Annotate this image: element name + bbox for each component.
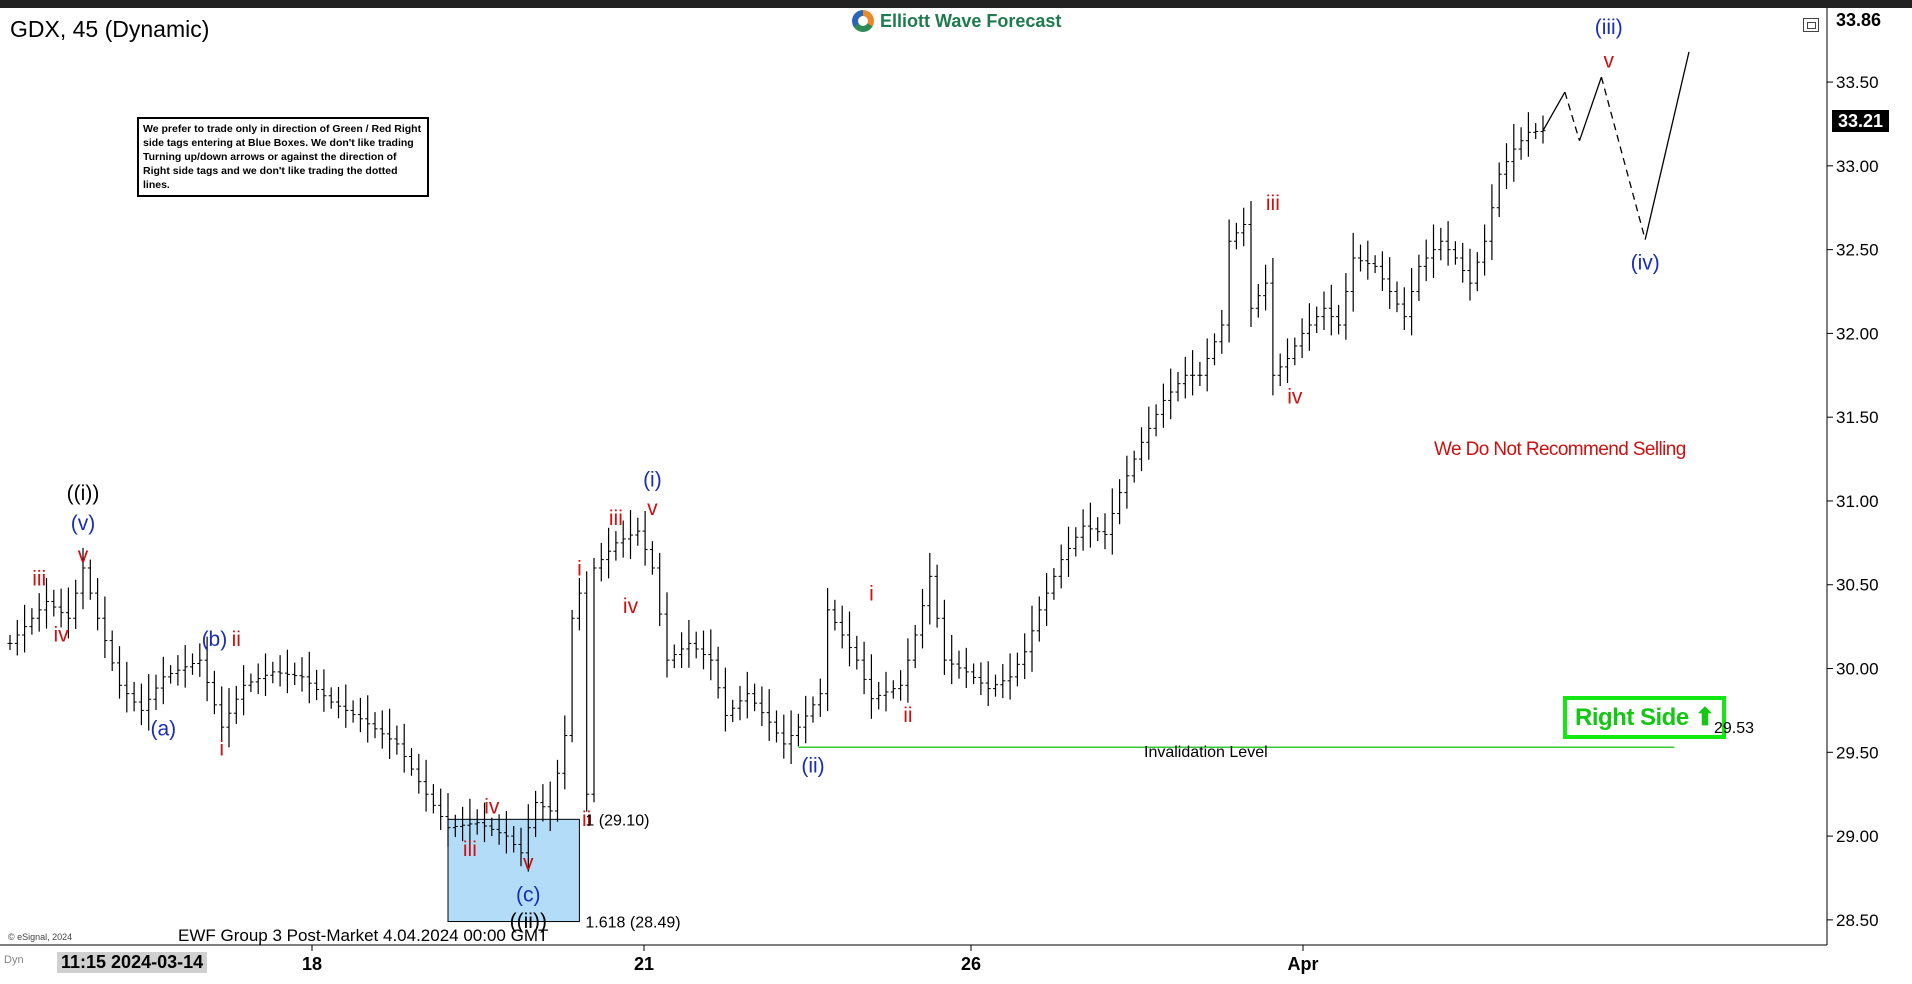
y-tick-label: 32.00 xyxy=(1836,324,1879,343)
y-tick-label: 33.50 xyxy=(1836,73,1879,92)
wave-label: (iv) xyxy=(1631,252,1660,275)
y-tick-label: 33.00 xyxy=(1836,157,1879,176)
arrow-up-icon: ⬆ xyxy=(1694,704,1715,731)
wave-label: i xyxy=(869,583,874,606)
wave-label: (b) xyxy=(202,628,228,651)
wave-label: iii xyxy=(32,567,46,590)
y-tick-label: 29.50 xyxy=(1836,743,1879,762)
wave-label: i xyxy=(219,738,224,761)
current-price-badge: 33.21 xyxy=(1832,110,1890,132)
invalidation-value: 29.53 xyxy=(1714,720,1755,737)
wave-label: iv xyxy=(623,595,639,618)
wave-label: (c) xyxy=(516,883,541,906)
y-tick-label: 29.00 xyxy=(1836,827,1879,846)
wave-label: iii xyxy=(463,838,477,861)
fib-level-label: 1.618 (28.49) xyxy=(585,915,680,932)
right-side-label: Right Side xyxy=(1575,704,1689,731)
recommendation-text: We Do Not Recommend Selling xyxy=(1434,439,1686,460)
wave-label: v xyxy=(78,544,89,567)
ewf-logo-icon xyxy=(852,10,874,32)
trading-note: We prefer to trade only in direction of … xyxy=(137,117,429,197)
footer-caption: EWF Group 3 Post-Market 4.04.2024 00:00 … xyxy=(178,926,549,945)
x-tick-label: 21 xyxy=(634,954,654,974)
wave-label: v xyxy=(523,851,534,874)
y-tick-label: 28.50 xyxy=(1836,911,1879,930)
top-border xyxy=(0,0,1912,8)
wave-label: (ii) xyxy=(801,754,824,777)
y-tick-label: 31.00 xyxy=(1836,492,1879,511)
y-tick-label: 32.50 xyxy=(1836,241,1879,260)
wave-label: (iii) xyxy=(1595,16,1623,39)
projection-segment xyxy=(1578,76,1603,141)
y-axis-ticks: 28.50 29.00 29.50 30.00 30.50 31.00 31.50 32.00… xyxy=(1827,73,1879,930)
x-axis-ticks: 18 21 26 Apr xyxy=(302,945,1319,974)
projection-segment xyxy=(1644,51,1690,240)
wave-label: (i) xyxy=(643,469,662,492)
restore-window-icon[interactable] xyxy=(1803,18,1819,32)
wave-label: ((ii)) xyxy=(510,910,547,933)
projection-segment xyxy=(1600,76,1646,240)
x-tick-label: 18 xyxy=(302,954,322,974)
cursor-timestamp: 11:15 2024-03-14 xyxy=(57,952,208,973)
wave-label: v xyxy=(1603,50,1614,73)
y-tick-label: 31.50 xyxy=(1836,408,1879,427)
wave-label: iii xyxy=(609,507,623,530)
x-tick-label: 26 xyxy=(961,954,981,974)
wave-label: iv xyxy=(54,624,70,647)
wave-label: (v) xyxy=(71,512,96,535)
projection-layer xyxy=(1542,51,1690,240)
wave-label: ((i)) xyxy=(67,482,100,505)
wave-label: iv xyxy=(1287,386,1303,409)
projection-segment xyxy=(1542,91,1566,131)
wave-label: ii xyxy=(903,704,912,727)
wave-label: (a) xyxy=(150,717,176,740)
wave-label: ii xyxy=(582,808,591,831)
brand-name: Elliott Wave Forecast xyxy=(880,10,1062,31)
fib-labels-layer: 1 (29.10) 1.618 (28.49) xyxy=(585,812,680,931)
wave-label: ii xyxy=(232,628,241,651)
price-bars-layer xyxy=(7,112,1546,872)
wave-label: iii xyxy=(1266,192,1280,215)
right-side-tag: Right Side ⬆ xyxy=(1563,696,1727,739)
fib-level-label: 1 (29.10) xyxy=(585,812,649,829)
wave-label: v xyxy=(647,497,658,520)
wave-label: i xyxy=(577,557,582,580)
invalidation-label: Invalidation Level xyxy=(1144,744,1268,761)
chart-title: GDX, 45 (Dynamic) xyxy=(10,16,210,42)
y-tick-label: 30.00 xyxy=(1836,660,1879,679)
wave-label: iv xyxy=(484,795,500,818)
x-tick-label: Apr xyxy=(1288,954,1319,974)
esignal-copyright: © eSignal, 2024 xyxy=(8,932,73,942)
price-top-label: 33.86 xyxy=(1836,10,1882,30)
brand-logo[interactable]: Elliott Wave Forecast xyxy=(852,10,1061,32)
dyn-label: Dyn xyxy=(4,954,24,966)
y-tick-label: 30.50 xyxy=(1836,576,1879,595)
projection-segment xyxy=(1564,91,1581,141)
